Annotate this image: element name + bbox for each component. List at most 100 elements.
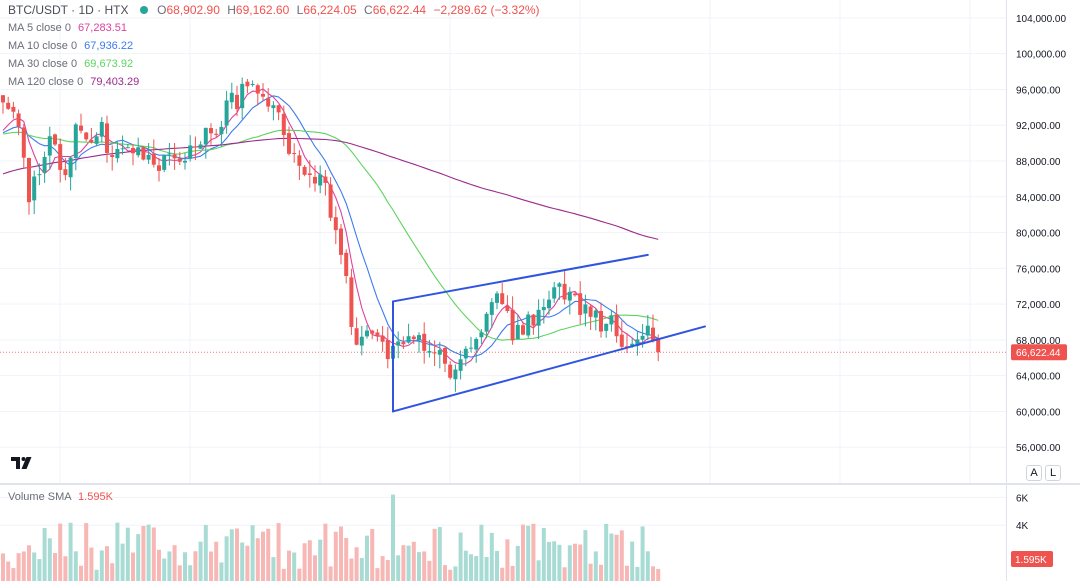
candle-body	[141, 147, 146, 160]
volume-bar	[266, 528, 271, 581]
volume-grid	[0, 496, 1006, 526]
volume-bar	[510, 565, 515, 581]
volume-bar	[214, 541, 219, 581]
volume-bar	[193, 551, 198, 581]
volume-bar	[105, 546, 109, 581]
volume-bar	[614, 534, 619, 581]
volume-bar	[110, 563, 115, 581]
trendlines	[392, 253, 706, 413]
volume-bar	[505, 539, 510, 581]
volume-bar	[307, 540, 312, 581]
trendline	[392, 253, 649, 303]
volume-bar	[359, 557, 364, 581]
volume-bar	[27, 545, 31, 581]
volume-bar	[448, 569, 453, 581]
volume-bar	[167, 551, 172, 581]
candle-body	[375, 332, 380, 336]
candle-body	[365, 330, 369, 337]
indicator-ma5[interactable]: MA 5 close 0 67,283.51	[8, 21, 127, 35]
candle-body	[292, 153, 297, 155]
volume-bar	[375, 568, 380, 581]
log-scale-button[interactable]: L	[1045, 465, 1061, 481]
candle-body	[6, 102, 11, 109]
auto-scale-button[interactable]: A	[1026, 465, 1042, 481]
indicator-label: MA 120 close 0	[8, 76, 84, 88]
volume-bar	[536, 560, 541, 581]
volume-bars	[1, 494, 661, 581]
volume-bar	[552, 541, 557, 581]
candle-body	[526, 314, 531, 336]
open-label: O	[157, 3, 167, 17]
volume-bar	[458, 532, 463, 581]
volume-bar	[53, 553, 57, 581]
indicator-label: MA 5 close 0	[8, 22, 71, 34]
volume-bar	[573, 543, 577, 581]
close-label: C	[364, 3, 373, 17]
candle-body	[193, 146, 198, 148]
candle-body	[567, 291, 572, 301]
candle-body	[287, 133, 291, 154]
volume-bar	[177, 565, 182, 581]
price-tick-label: 68,000.00	[1016, 336, 1061, 347]
volume-bar	[6, 561, 11, 581]
symbol-title: BTC/USDT · 1D · HTX	[8, 3, 129, 17]
volume-bar	[141, 525, 146, 581]
volume-bar	[557, 544, 562, 581]
volume-bar	[562, 567, 567, 581]
volume-bar	[619, 530, 624, 581]
price-tick-label: 88,000.00	[1016, 157, 1061, 168]
volume-bar	[437, 527, 442, 581]
volume-bar	[583, 530, 588, 581]
candle-body	[422, 333, 427, 351]
indicator-ma30[interactable]: MA 30 close 0 69,673.92	[8, 57, 133, 71]
volume-bar	[94, 569, 99, 581]
volume-bar	[515, 545, 520, 581]
volume-bar	[578, 544, 583, 581]
volume-legend[interactable]: Volume SMA 1.595K	[8, 491, 113, 503]
indicator-ma10[interactable]: MA 10 close 0 67,936.22	[8, 39, 133, 53]
price-tick-label: 72,000.00	[1016, 300, 1061, 311]
volume-bar	[219, 562, 224, 581]
indicator-value: 79,403.29	[90, 76, 140, 88]
volume-bar	[391, 494, 395, 581]
candle-body	[328, 184, 333, 218]
candle-body	[11, 106, 16, 112]
indicator-label: MA 30 close 0	[8, 58, 78, 70]
volume-bar	[131, 552, 135, 581]
volume-bar	[292, 552, 297, 581]
volume-tick-label: 4K	[1016, 521, 1029, 532]
volume-bar	[99, 550, 104, 581]
volume-bar	[151, 527, 156, 581]
candle-body	[37, 174, 42, 176]
volume-bar	[484, 557, 489, 581]
volume-bar	[84, 523, 89, 581]
candle-body	[136, 147, 141, 156]
indicator-ma120[interactable]: MA 120 close 0 79,403.29	[8, 75, 139, 89]
candle-body	[463, 348, 468, 359]
candle-body	[125, 147, 130, 149]
volume-bar	[37, 559, 42, 581]
tradingview-logo-icon[interactable]	[9, 454, 35, 472]
candle-body	[229, 92, 234, 103]
volume-bar	[567, 545, 572, 581]
low-value: 66,224.05	[303, 3, 357, 17]
volume-bar	[380, 556, 385, 581]
volume-bar	[89, 547, 94, 581]
candle-body	[203, 127, 208, 145]
volume-bar	[463, 550, 468, 581]
candle-body	[240, 83, 245, 109]
candle-body	[297, 155, 302, 166]
volume-bar	[406, 545, 411, 581]
market-status-icon	[139, 6, 148, 14]
volume-bar	[344, 537, 349, 581]
volume-bar	[203, 524, 208, 581]
volume-bar	[385, 560, 390, 581]
volume-bar	[328, 566, 333, 581]
candle-body	[235, 94, 239, 110]
volume-bar	[271, 557, 276, 581]
candle-body	[645, 325, 650, 336]
volume-bar	[73, 551, 78, 581]
candle-body	[89, 139, 94, 143]
volume-bar	[521, 524, 525, 581]
